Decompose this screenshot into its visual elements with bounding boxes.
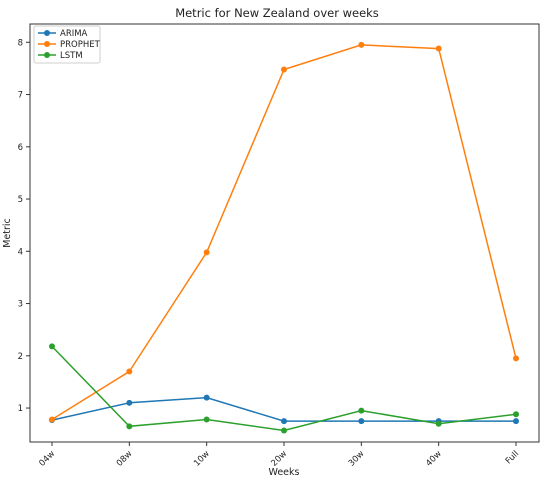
y-axis-label: Metric: [2, 218, 13, 248]
data-point-lstm: [203, 416, 210, 423]
series-line-lstm: [51, 345, 517, 432]
y-tick-label: 3: [18, 300, 23, 310]
series-line-prophet: [51, 44, 517, 421]
y-tick-label: 4: [18, 247, 23, 257]
x-tick-label: 08w: [115, 449, 135, 469]
data-point-lstm: [435, 420, 442, 427]
data-point-arima: [513, 418, 519, 425]
data-point-prophet: [126, 368, 133, 375]
data-point-lstm: [281, 427, 287, 434]
y-tick-label: 5: [18, 195, 23, 205]
y-axis-ticks: 1 2 3 4 5 6 7 8: [18, 38, 30, 414]
x-tick-label: 04w: [37, 449, 57, 469]
data-point-prophet: [435, 45, 442, 52]
legend-label-prophet: PROPHET: [60, 40, 101, 50]
x-tick-label: 10w: [192, 449, 212, 469]
legend-label-lstm: LSTM: [60, 51, 83, 61]
chart-title: Metric for New Zealand over weeks: [175, 6, 379, 20]
data-point-lstm: [126, 423, 133, 430]
x-axis-ticks: 04w 08w 10w 20w 30w 40w Full: [37, 442, 521, 469]
data-point-prophet: [203, 249, 210, 256]
legend-marker-lstm: [44, 52, 50, 58]
series-layer: [49, 41, 519, 434]
y-tick-label: 6: [18, 143, 23, 153]
x-tick-label: 20w: [269, 449, 289, 469]
x-axis-label: Weeks: [269, 467, 300, 478]
data-point-arima: [358, 418, 365, 425]
legend-box: [33, 25, 101, 64]
data-point-prophet: [358, 41, 365, 48]
data-point-arima: [203, 394, 210, 401]
y-tick-label: 2: [18, 352, 23, 362]
data-point-lstm: [513, 411, 519, 418]
y-tick-label: 8: [18, 38, 23, 48]
x-tick-label: 40w: [424, 449, 444, 469]
plot-area: [29, 23, 540, 443]
data-point-lstm: [49, 343, 55, 350]
x-tick-label: Full: [504, 449, 521, 466]
y-tick-label: 1: [18, 404, 23, 414]
data-point-prophet: [49, 416, 55, 423]
data-point-arima: [281, 418, 287, 425]
data-point-lstm: [358, 407, 365, 414]
legend-marker-arima: [44, 30, 50, 36]
y-tick-label: 7: [18, 91, 23, 101]
data-point-arima: [126, 399, 133, 406]
legend-marker-prophet: [44, 41, 50, 47]
legend-label-arima: ARIMA: [60, 29, 88, 39]
data-point-prophet: [513, 355, 519, 362]
data-point-prophet: [281, 66, 287, 73]
x-tick-label: 30w: [347, 449, 367, 469]
